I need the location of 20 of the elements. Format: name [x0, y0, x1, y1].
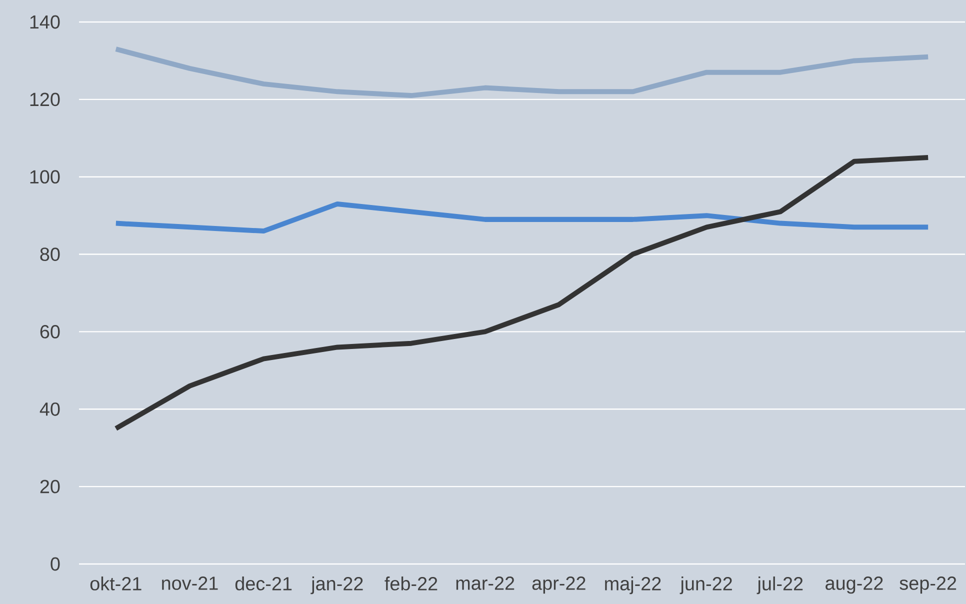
x-tick-label: maj-22: [605, 576, 661, 594]
y-tick-label: 40: [40, 402, 60, 416]
x-tick-label: feb-22: [384, 576, 438, 590]
x-tick-label: mar-22: [456, 576, 514, 590]
x-tick-label: jan-22: [310, 576, 363, 594]
x-tick-label: okt-21: [90, 576, 142, 590]
y-tick-label: 60: [40, 325, 60, 338]
y-tick-label: 140: [30, 15, 60, 29]
x-tick-label: jun-22: [680, 576, 732, 594]
x-tick-label: jul-22: [756, 576, 803, 594]
x-tick-label: aug-22: [826, 576, 883, 594]
x-tick-label: nov-21: [162, 576, 218, 590]
x-tick-label: dec-21: [235, 576, 292, 590]
y-tick-label: 20: [40, 480, 60, 494]
y-tick-label: 80: [40, 248, 60, 261]
y-tick-label: 100: [30, 170, 60, 184]
x-tick-label: sep-22: [900, 576, 956, 594]
x-tick-label: apr-22: [532, 576, 586, 594]
y-tick-label: 0: [50, 557, 60, 571]
y-tick-label: 120: [30, 92, 60, 106]
